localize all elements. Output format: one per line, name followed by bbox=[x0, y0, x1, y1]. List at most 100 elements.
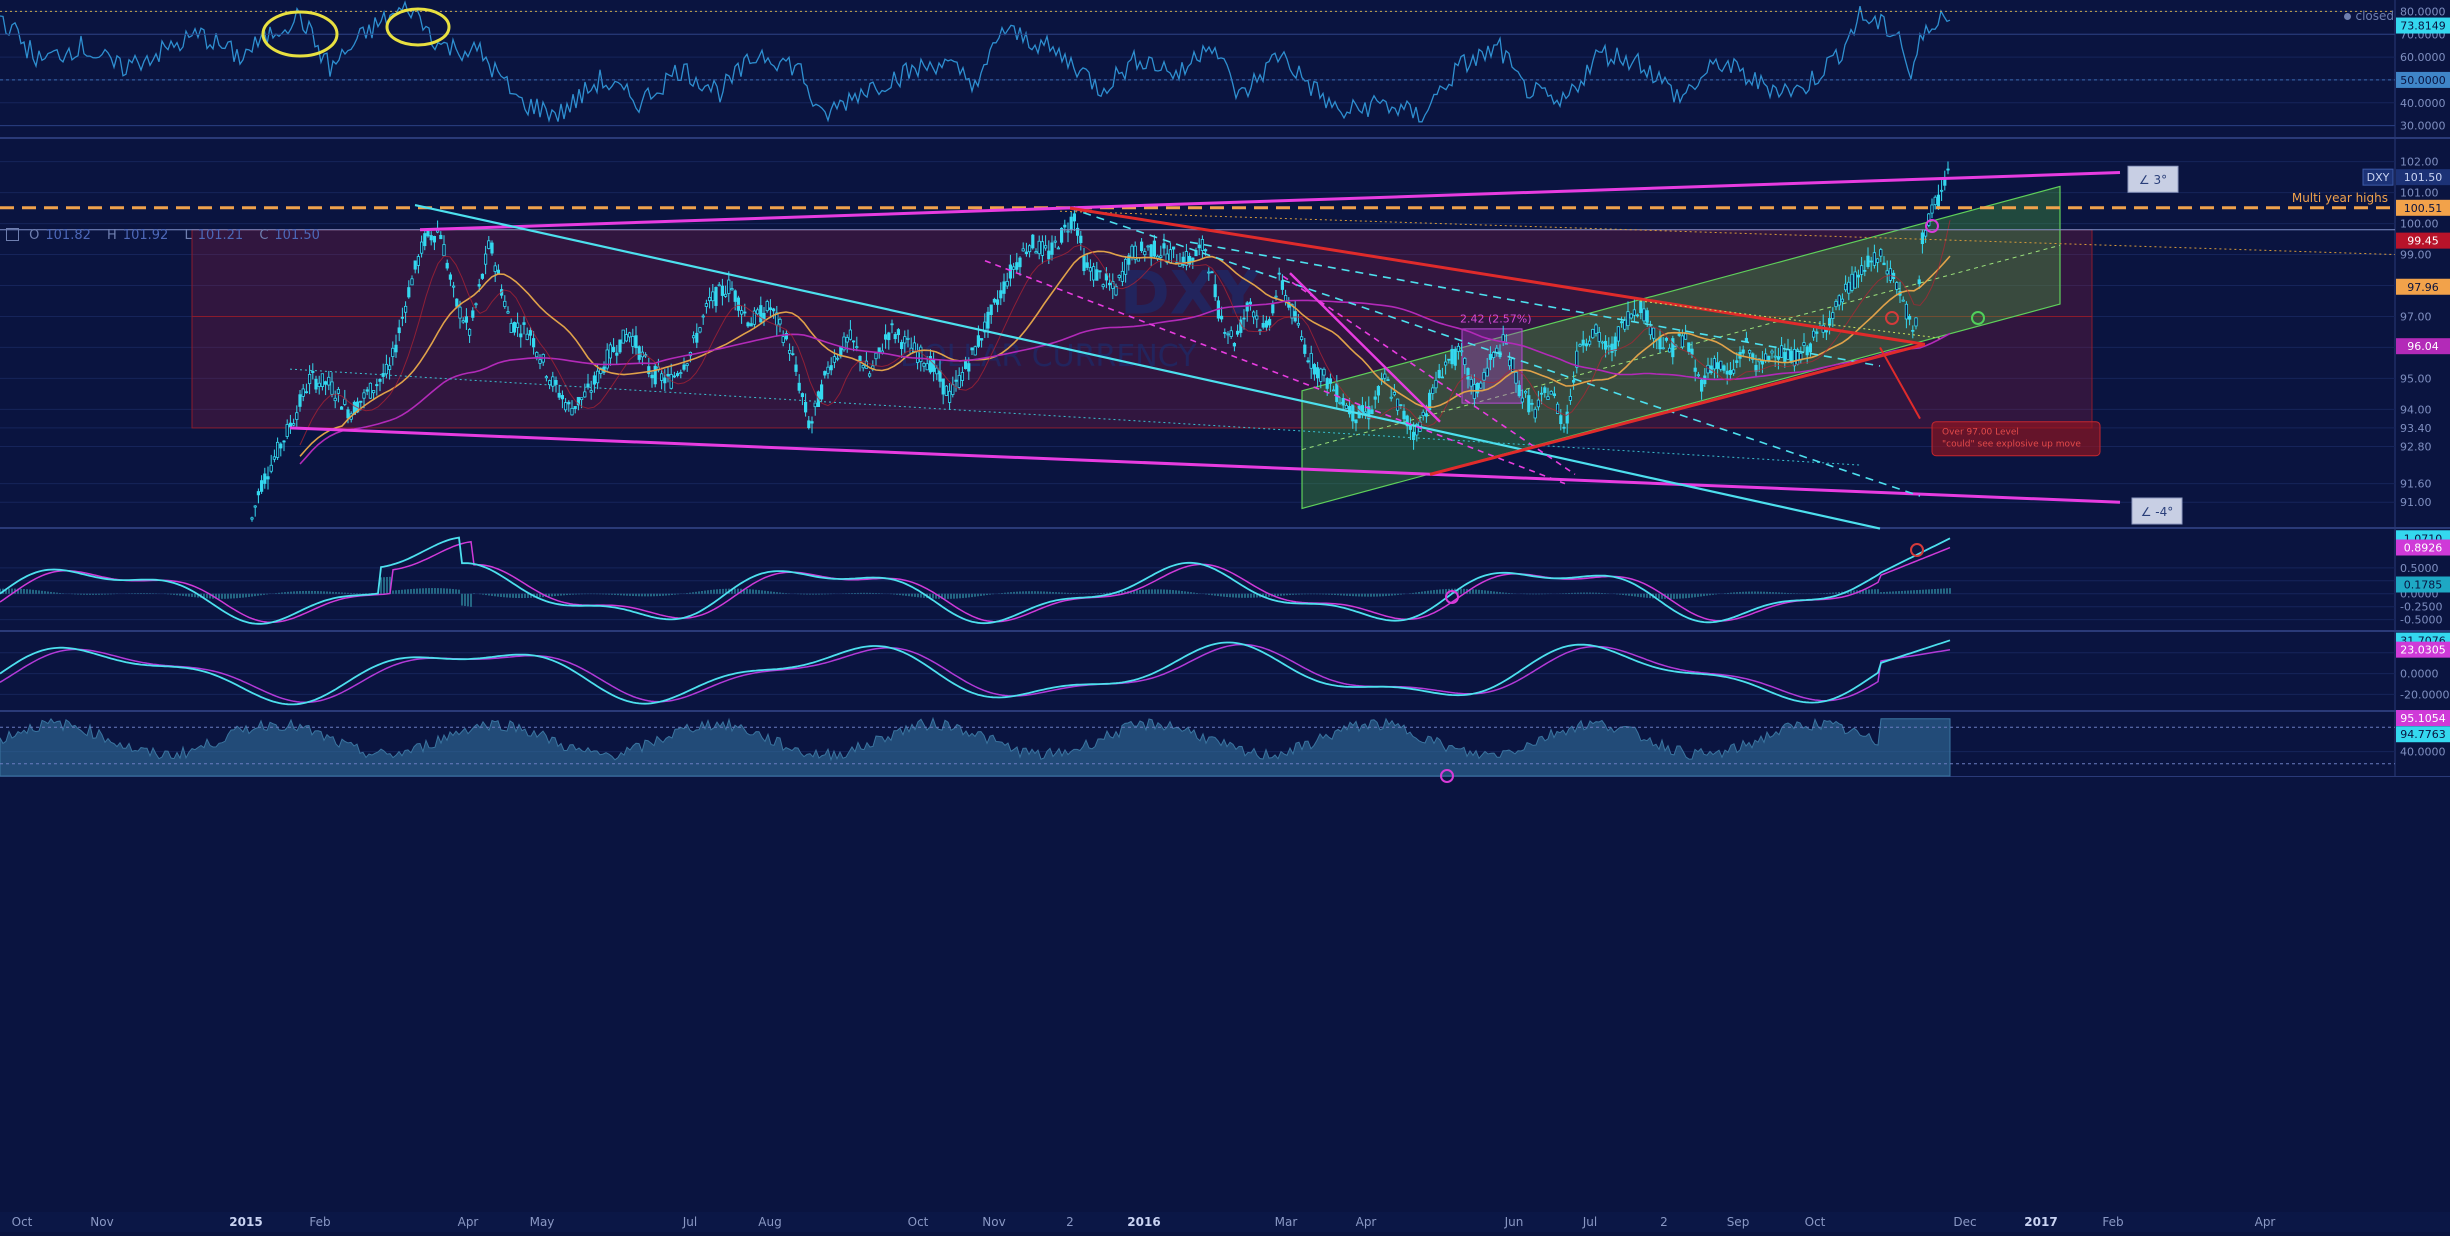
price-tick-label: 60.0000 bbox=[2400, 51, 2446, 64]
candle-body bbox=[1124, 258, 1128, 275]
candle-body bbox=[1076, 227, 1080, 236]
candle-body bbox=[359, 400, 363, 403]
bottom-fill bbox=[0, 777, 2450, 1212]
candle-body bbox=[1130, 245, 1134, 258]
candle-body bbox=[1850, 273, 1854, 291]
candle-body bbox=[410, 278, 414, 286]
candle-body bbox=[887, 332, 891, 341]
candle-body bbox=[1463, 357, 1467, 366]
green-dotted bbox=[1639, 300, 1941, 339]
price-badge-last bbox=[2396, 169, 2450, 186]
macd-badge bbox=[2396, 539, 2450, 556]
ma-50 bbox=[299, 250, 1951, 457]
candle-body bbox=[1501, 334, 1505, 342]
candle-body bbox=[1015, 262, 1019, 270]
candle-body bbox=[852, 340, 856, 343]
candle-body bbox=[1085, 262, 1089, 268]
candle-body bbox=[935, 367, 939, 375]
candle-body bbox=[503, 300, 507, 307]
collapse-icon[interactable] bbox=[6, 228, 19, 241]
price-tick-label: 102.00 bbox=[2400, 156, 2439, 169]
macd-badge-text: 0.1785 bbox=[2404, 578, 2443, 591]
candle-body bbox=[1917, 279, 1921, 285]
multi-year-highs-label: Multi year highs bbox=[2292, 191, 2388, 205]
candle-body bbox=[301, 388, 305, 397]
candle-body bbox=[1095, 269, 1099, 281]
candle-body bbox=[1786, 348, 1790, 360]
candle-body bbox=[1844, 283, 1848, 291]
candle-body bbox=[992, 298, 997, 303]
candle-body bbox=[797, 382, 801, 391]
candle-body bbox=[1354, 419, 1358, 424]
candle-body bbox=[580, 397, 584, 401]
candle-body bbox=[1146, 245, 1150, 248]
candle-body bbox=[1530, 402, 1534, 405]
candle-body bbox=[1783, 352, 1787, 363]
candle-body bbox=[1591, 328, 1595, 339]
candle-body bbox=[1687, 342, 1691, 352]
candle-body bbox=[1847, 281, 1851, 294]
candle-body bbox=[1869, 260, 1873, 263]
candle-body bbox=[1098, 270, 1102, 273]
candle-body bbox=[407, 287, 411, 298]
candle-body bbox=[855, 346, 859, 349]
candle-body bbox=[1200, 239, 1204, 251]
oscillator-line bbox=[0, 639, 1951, 706]
candle-body bbox=[1245, 302, 1249, 312]
candle-body bbox=[1120, 270, 1124, 282]
candle-body bbox=[1623, 319, 1627, 330]
candle-body bbox=[711, 291, 715, 302]
candle-body bbox=[829, 365, 833, 371]
candle-body bbox=[804, 401, 808, 413]
marker-red-2 bbox=[1910, 543, 1924, 557]
candle-body bbox=[1133, 245, 1137, 260]
candle-body bbox=[624, 334, 629, 342]
candle-body bbox=[692, 335, 696, 339]
price-tick-label: 40.0000 bbox=[2400, 746, 2446, 759]
candle-body bbox=[628, 332, 632, 338]
candle-body bbox=[1290, 304, 1294, 319]
time-tick-label: Jun bbox=[1504, 1215, 1524, 1229]
candle-body bbox=[1936, 194, 1940, 208]
candle-body bbox=[1172, 246, 1176, 250]
candle-body bbox=[432, 235, 437, 243]
candle-body bbox=[784, 333, 789, 340]
ohlc-low: 101.21 bbox=[197, 228, 244, 243]
candle-body bbox=[365, 389, 369, 392]
candle-body bbox=[1280, 280, 1284, 290]
candle-body bbox=[1636, 314, 1640, 317]
candle-body bbox=[999, 290, 1003, 299]
price-badge-text: 101.50 bbox=[2404, 171, 2443, 184]
candle-body bbox=[1277, 272, 1281, 275]
price-tick-label: 80.0000 bbox=[2400, 5, 2446, 18]
candle-body bbox=[1648, 326, 1652, 336]
candle-body bbox=[714, 287, 718, 306]
candle-body bbox=[832, 356, 837, 363]
candle-body bbox=[1469, 378, 1473, 387]
candle-body bbox=[1370, 409, 1374, 415]
candle-body bbox=[1588, 340, 1592, 345]
candle-body bbox=[868, 373, 872, 377]
candle-body bbox=[765, 301, 769, 312]
candle-body bbox=[1325, 378, 1329, 389]
candle-body bbox=[1700, 379, 1704, 392]
candle-body bbox=[695, 332, 699, 343]
cyan-dotted bbox=[289, 368, 1861, 466]
candle-body bbox=[919, 346, 923, 362]
candle-body bbox=[282, 440, 286, 443]
candle-body bbox=[576, 396, 581, 406]
candle-body bbox=[788, 349, 792, 354]
candle-body bbox=[1252, 311, 1256, 318]
candle-body bbox=[941, 378, 945, 395]
candle-body bbox=[653, 365, 657, 385]
candle-body bbox=[1060, 227, 1064, 243]
candle-body bbox=[1466, 368, 1470, 380]
candle-body bbox=[976, 335, 981, 347]
candle-body bbox=[1568, 396, 1572, 401]
time-tick-label: Apr bbox=[458, 1215, 479, 1229]
candle-body bbox=[1831, 312, 1835, 319]
candle-body bbox=[1328, 378, 1332, 384]
candle-body bbox=[1309, 353, 1313, 369]
